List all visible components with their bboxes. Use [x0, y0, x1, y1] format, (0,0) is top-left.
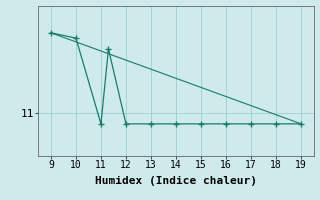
X-axis label: Humidex (Indice chaleur): Humidex (Indice chaleur) — [95, 176, 257, 186]
